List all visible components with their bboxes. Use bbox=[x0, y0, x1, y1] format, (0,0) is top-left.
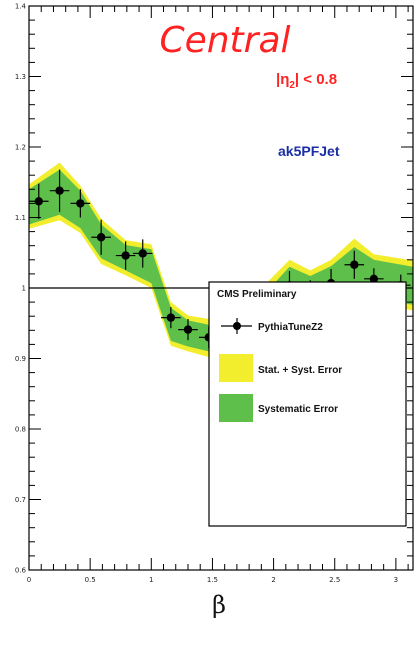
legend: CMS Preliminary PythiaTuneZ2 Stat. + Sys… bbox=[208, 281, 407, 527]
eta-region-suffix: | < 0.8 bbox=[295, 71, 337, 88]
data-point bbox=[178, 319, 198, 341]
x-tick-label: 0.5 bbox=[85, 576, 96, 584]
y-tick-label: 0.8 bbox=[15, 426, 26, 434]
point-marker bbox=[55, 186, 64, 195]
y-tick-label: 1.2 bbox=[15, 144, 26, 152]
legend-title: CMS Preliminary bbox=[217, 289, 297, 300]
data-point bbox=[161, 307, 181, 329]
axis-tick-labels: 0 0.5 1 1.5 2 2.5 3 0.6 0.7 0.8 0.9 1 1.1 1.2 1.3 1.4 bbox=[15, 3, 398, 585]
x-tick-label: 3 bbox=[394, 576, 398, 584]
point-marker bbox=[166, 313, 176, 322]
x-tick-label: 2.5 bbox=[329, 576, 340, 584]
y-tick-label: 1 bbox=[22, 285, 26, 293]
data-point bbox=[344, 250, 365, 279]
y-tick-label: 0.7 bbox=[15, 496, 26, 504]
data-point bbox=[91, 219, 111, 255]
legend-marker-dot bbox=[233, 322, 241, 330]
data-point bbox=[132, 239, 153, 268]
eta-region-subscript: 2 bbox=[289, 80, 295, 91]
point-marker bbox=[34, 197, 43, 206]
legend-swatch-stat-syst bbox=[219, 354, 253, 382]
data-point bbox=[70, 189, 91, 218]
x-tick-label: 1 bbox=[149, 576, 153, 584]
legend-label-pythia: PythiaTuneZ2 bbox=[258, 322, 323, 333]
x-tick-label: 1.5 bbox=[207, 576, 218, 584]
legend-swatch-systematic bbox=[219, 394, 253, 422]
y-tick-label: 0.9 bbox=[15, 355, 26, 363]
point-marker bbox=[350, 260, 359, 269]
eta-region-label: |η2| < 0.8 bbox=[276, 71, 337, 91]
point-marker bbox=[183, 325, 193, 334]
point-marker bbox=[76, 199, 85, 208]
y-tick-label: 1.4 bbox=[15, 3, 27, 11]
point-marker bbox=[369, 274, 379, 284]
x-tick-label: 0 bbox=[27, 576, 31, 584]
y-tick-label: 0.6 bbox=[15, 567, 27, 575]
point-marker bbox=[96, 233, 106, 242]
y-tick-label: 1.3 bbox=[15, 73, 26, 81]
x-tick-label: 2 bbox=[271, 576, 275, 584]
eta-region-prefix: |η bbox=[276, 71, 289, 88]
data-point bbox=[29, 183, 49, 219]
data-point bbox=[49, 169, 70, 212]
y-tick-label: 1.1 bbox=[15, 214, 26, 222]
legend-label-stat-syst: Stat. + Syst. Error bbox=[258, 365, 342, 376]
x-axis-label: β bbox=[212, 591, 226, 619]
legend-label-systematic: Systematic Error bbox=[258, 404, 338, 415]
jet-algorithm-label: ak5PFJet bbox=[278, 143, 340, 159]
point-marker bbox=[138, 249, 147, 258]
chart-title: Central bbox=[159, 20, 290, 61]
point-marker bbox=[121, 251, 130, 260]
data-point bbox=[115, 241, 136, 270]
